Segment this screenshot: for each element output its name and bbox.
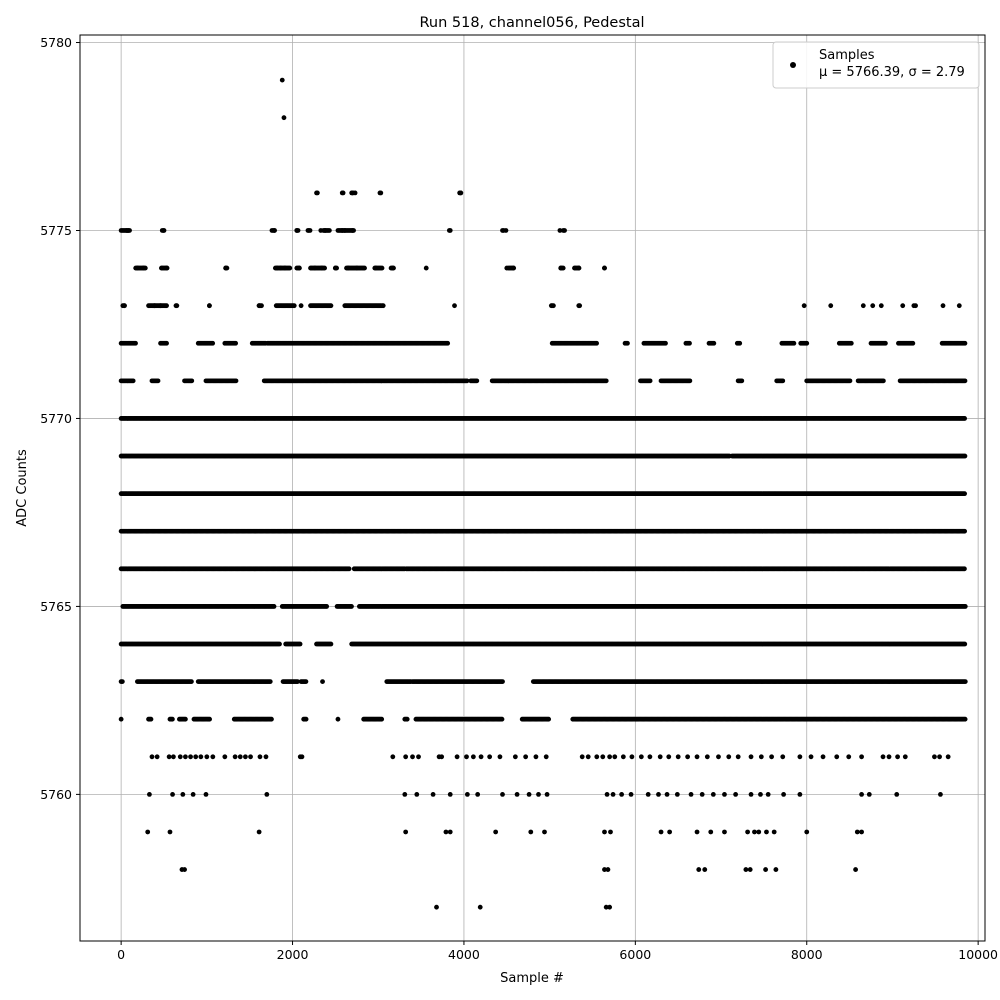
data-point	[297, 641, 303, 647]
data-point	[148, 716, 154, 722]
data-point	[328, 641, 334, 647]
data-point	[303, 679, 309, 685]
data-point	[962, 641, 968, 647]
data-point	[169, 716, 175, 722]
data-point	[207, 716, 212, 722]
data-point	[499, 716, 505, 722]
data-point	[962, 716, 968, 722]
data-point	[303, 716, 309, 722]
data-point	[324, 604, 330, 609]
data-point	[277, 641, 282, 647]
data-point	[267, 679, 273, 685]
data-point	[271, 604, 277, 609]
data-point	[269, 716, 274, 722]
data-point	[349, 604, 354, 609]
data-point	[119, 679, 125, 685]
chart-title: Run 518, channel056, Pedestal	[419, 15, 644, 31]
data-point	[962, 604, 968, 609]
data-point	[295, 679, 300, 685]
data-point	[962, 566, 967, 572]
data-point	[962, 491, 968, 497]
data-point	[962, 528, 968, 534]
data-point	[404, 716, 410, 722]
data-point	[335, 716, 341, 722]
data-point	[546, 716, 552, 722]
data-point	[379, 716, 385, 722]
data-points	[118, 77, 968, 910]
data-point	[189, 679, 194, 685]
data-point	[183, 716, 188, 722]
data-point	[320, 679, 325, 685]
data-point	[500, 679, 505, 685]
data-point	[962, 679, 968, 685]
data-point	[118, 716, 124, 722]
data-point	[346, 566, 352, 572]
